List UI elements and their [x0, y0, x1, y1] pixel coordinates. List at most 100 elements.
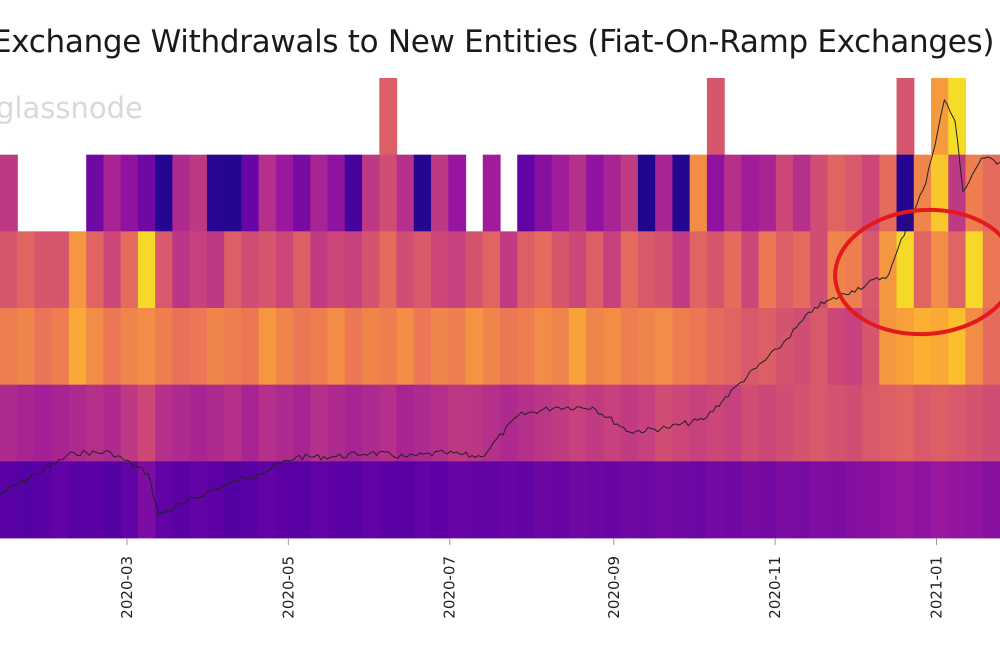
- heatmap-cell: [706, 231, 725, 309]
- heatmap-cell: [362, 308, 380, 386]
- heatmap-cell: [551, 308, 570, 386]
- heatmap-cell: [948, 308, 967, 386]
- heatmap-cell: [448, 308, 467, 386]
- heatmap-cell: [0, 461, 18, 539]
- heatmap-cell: [948, 154, 967, 232]
- heatmap-cell: [379, 461, 398, 539]
- heatmap-cell: [448, 384, 467, 462]
- heatmap-cell: [637, 231, 656, 309]
- heatmap-cell: [534, 308, 553, 386]
- heatmap-cell: [482, 461, 501, 539]
- heatmap-cell: [827, 384, 846, 462]
- heatmap-cell: [17, 308, 36, 386]
- x-tick-label: 2020-05: [279, 556, 297, 619]
- heatmap-cell: [379, 154, 398, 232]
- heatmap-cell: [775, 384, 794, 462]
- heatmap-cell: [137, 308, 156, 386]
- heatmap-cell: [913, 461, 932, 539]
- heatmap-cell: [551, 384, 570, 462]
- heatmap-cell: [103, 384, 122, 462]
- heatmap-cell: [482, 231, 501, 309]
- heatmap-cell: [17, 231, 36, 309]
- heatmap-cell: [172, 231, 191, 309]
- heatmap-cell: [672, 308, 691, 386]
- heatmap-cell: [620, 384, 639, 462]
- heatmap-cell: [775, 461, 794, 539]
- heatmap-cell: [103, 154, 122, 232]
- heatmap-cell: [844, 461, 863, 539]
- heatmap-cell: [224, 461, 242, 539]
- heatmap-cell: [137, 231, 156, 309]
- heatmap-cell: [931, 461, 949, 539]
- heatmap-cell: [344, 231, 363, 309]
- heatmap-cell: [534, 461, 553, 539]
- heatmap-cell: [413, 308, 432, 386]
- heatmap-cell: [155, 384, 174, 462]
- glassnode-watermark: glassnode: [0, 91, 143, 125]
- heatmap-cell: [913, 231, 932, 309]
- heatmap-cell: [241, 461, 260, 539]
- heatmap-cell: [896, 384, 915, 462]
- heatmap-cell: [396, 231, 415, 309]
- heatmap-cell: [189, 461, 208, 539]
- heatmap-cell: [862, 154, 880, 232]
- heatmap-cell: [137, 384, 156, 462]
- heatmap-cell: [258, 384, 277, 462]
- heatmap-cell: [431, 231, 449, 309]
- heatmap-cell: [517, 231, 536, 309]
- heatmap-cell: [86, 154, 105, 232]
- heatmap-cell: [431, 461, 449, 539]
- heatmap-cell: [741, 154, 760, 232]
- heatmap-cell: [706, 308, 725, 386]
- highlight-circle-annotation: [833, 207, 1000, 337]
- heatmap-cell: [620, 461, 639, 539]
- heatmap-cell: [706, 384, 725, 462]
- heatmap-cell: [0, 308, 18, 386]
- heatmap-cell: [844, 308, 863, 386]
- heatmap-cell: [551, 461, 570, 539]
- heatmap-cell: [275, 461, 294, 539]
- heatmap-cell: [655, 461, 674, 539]
- heatmap-cell: [379, 231, 398, 309]
- heatmap-cell: [517, 461, 536, 539]
- heatmap-cell: [275, 308, 294, 386]
- heatmap-cell: [827, 308, 846, 386]
- heatmap-cell: [34, 461, 53, 539]
- heatmap-cell: [603, 461, 622, 539]
- heatmap-cell: [862, 461, 880, 539]
- heatmap-cell: [534, 231, 553, 309]
- heatmap-cell: [672, 154, 691, 232]
- heatmap-cell: [603, 231, 622, 309]
- heatmap-cell: [775, 154, 794, 232]
- heatmap-cell: [137, 154, 156, 232]
- heatmap-cell: [155, 231, 174, 309]
- heatmap-cell: [913, 308, 932, 386]
- heatmap-cell: [500, 308, 518, 386]
- heatmap-cell: [724, 154, 742, 232]
- heatmap-cell: [689, 308, 708, 386]
- heatmap-cell: [68, 308, 87, 386]
- heatmap-cell: [689, 231, 708, 309]
- x-tick-label: 2020-09: [605, 556, 623, 619]
- heatmap-cell: [51, 384, 70, 462]
- heatmap-cell: [448, 461, 467, 539]
- heatmap-cell: [103, 308, 122, 386]
- heatmap-cell: [482, 384, 501, 462]
- heatmap-cell: [896, 231, 915, 309]
- heatmap-cell: [948, 384, 967, 462]
- heatmap-cell: [724, 461, 742, 539]
- heatmap-cell: [689, 384, 708, 462]
- heatmap-cell: [206, 154, 225, 232]
- heatmap-cell: [362, 384, 380, 462]
- heatmap-cell: [620, 154, 639, 232]
- heatmap-cell: [862, 231, 880, 309]
- heatmap-cell: [603, 308, 622, 386]
- heatmap-cell: [896, 461, 915, 539]
- heatmap-cell: [189, 384, 208, 462]
- heatmap-cell: [758, 461, 777, 539]
- heatmap-cells: [0, 78, 1000, 539]
- heatmap-cell: [706, 154, 725, 232]
- heatmap-cell: [172, 308, 191, 386]
- heatmap-cell: [241, 154, 260, 232]
